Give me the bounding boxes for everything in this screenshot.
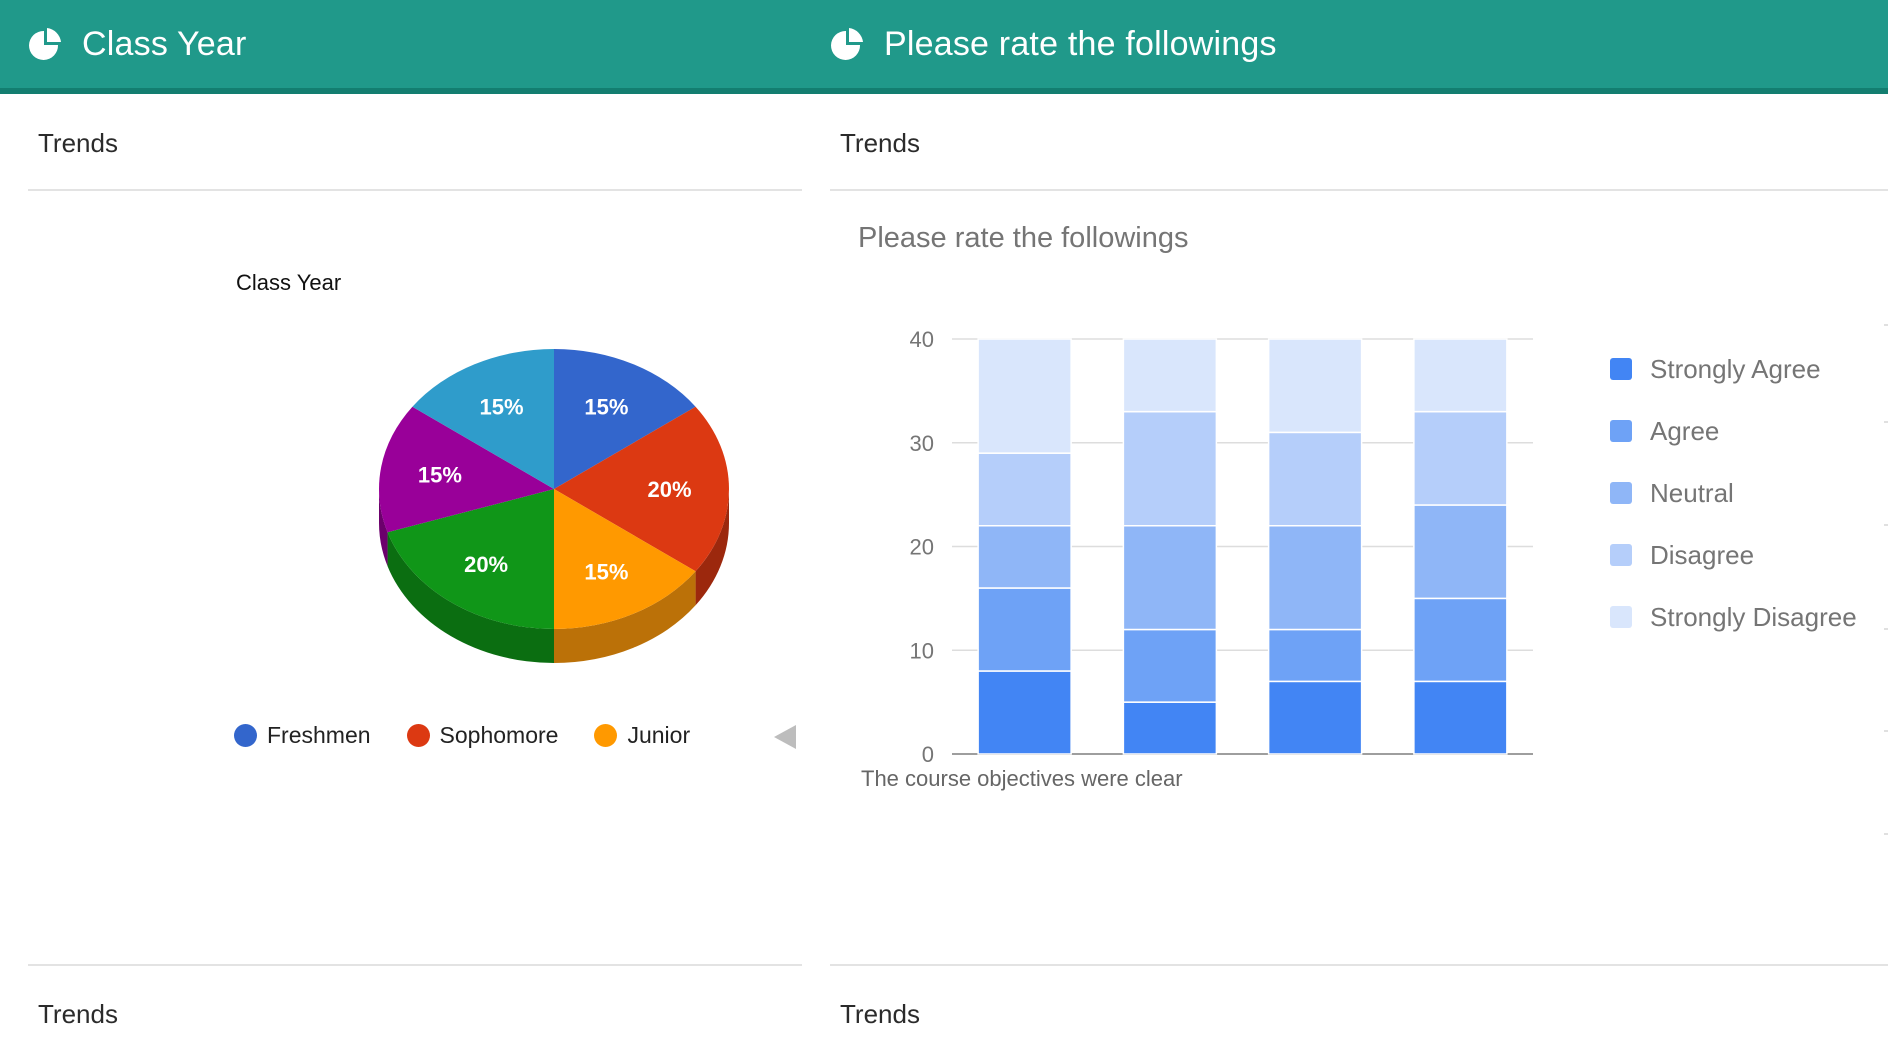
bar-segment[interactable]	[1122, 628, 1218, 703]
legend-label: Junior	[627, 722, 691, 748]
y-tick-label: 30	[910, 431, 934, 456]
bar-segment[interactable]	[1267, 431, 1363, 527]
legend-swatch	[1610, 358, 1632, 380]
legend-swatch	[234, 724, 257, 747]
pie-slice-label: 15%	[480, 395, 524, 420]
legend-item[interactable]: Disagree	[1610, 524, 1857, 586]
pie-slice[interactable]	[554, 349, 696, 489]
bar-legend: Strongly Agree Agree Neutral Disagree Strong…	[1610, 338, 1857, 648]
pie-chart-icon	[831, 28, 863, 60]
pie-slice-label: 20%	[464, 552, 508, 577]
bar-segment[interactable]	[1267, 525, 1363, 631]
trends-tab-bottom[interactable]: Trends	[840, 999, 920, 1029]
bar-segment[interactable]	[1413, 597, 1508, 683]
legend-swatch	[1610, 420, 1632, 442]
divider	[830, 189, 1888, 191]
pie-slice[interactable]	[379, 406, 554, 533]
rating-stacked-bar-chart: 0 10 20 30 40	[910, 327, 1533, 767]
pie-slice[interactable]	[387, 489, 554, 629]
class-year-header: Class Year	[0, 0, 802, 94]
bar-segment[interactable]	[977, 452, 1072, 527]
pie-slice[interactable]	[554, 406, 730, 572]
pie-slice-side	[387, 532, 554, 663]
rating-panel: Please rate the followings Trends Please…	[802, 0, 1888, 1062]
edge-line	[1884, 628, 1888, 630]
pie-slice-side	[554, 571, 696, 663]
divider	[28, 964, 802, 966]
pie-chart-icon	[29, 28, 61, 60]
bar-segment[interactable]	[1267, 628, 1363, 683]
legend-label: Freshmen	[267, 722, 371, 748]
bar-segment[interactable]	[1122, 701, 1218, 755]
pie-slice[interactable]	[412, 349, 554, 489]
trends-tab-top[interactable]: Trends	[38, 128, 118, 158]
class-year-panel: Class Year Trends Class Year 15% 20% 15% 20…	[0, 0, 802, 1062]
legend-item[interactable]: Agree	[1610, 400, 1857, 462]
edge-line	[1884, 524, 1888, 526]
trends-tab-bottom[interactable]: Trends	[38, 999, 118, 1029]
bar-segment[interactable]	[1267, 338, 1363, 434]
x-axis-label: The course objectives were clear	[861, 766, 1183, 791]
bar-segment[interactable]	[977, 670, 1072, 755]
legend-label: Neutral	[1650, 477, 1734, 508]
bar-segment[interactable]	[1413, 410, 1508, 506]
edge-line	[1884, 421, 1888, 423]
trends-tab-top[interactable]: Trends	[840, 128, 920, 158]
pie-slice-label: 15%	[418, 463, 462, 488]
bar-segment[interactable]	[977, 338, 1072, 454]
legend-swatch	[594, 724, 618, 747]
triangle-left-icon[interactable]	[774, 725, 796, 749]
bar-segment[interactable]	[1122, 410, 1218, 527]
class-year-pie-chart: 15% 20% 15% 20% 15% 15%	[379, 349, 730, 663]
legend-item[interactable]: Freshmen	[234, 722, 371, 749]
pie-chart-title: Class Year	[236, 270, 342, 295]
bar-segment[interactable]	[1122, 525, 1218, 631]
legend-swatch	[406, 724, 430, 747]
pie-slice-label: 15%	[584, 559, 628, 584]
pie-legend: Freshmen Sophomore Junior	[234, 722, 726, 749]
edge-line	[1884, 833, 1888, 835]
bar-segment[interactable]	[977, 525, 1072, 589]
divider	[28, 189, 802, 191]
bar-segment[interactable]	[1122, 338, 1218, 413]
bar-segment[interactable]	[1413, 680, 1508, 755]
bar-chart-title: Please rate the followings	[858, 222, 1189, 254]
pie-slice-side	[379, 489, 388, 567]
legend-swatch	[1610, 606, 1632, 628]
legend-item[interactable]: Junior	[594, 722, 690, 749]
legend-item[interactable]: Neutral	[1610, 462, 1857, 524]
bar-segment[interactable]	[1267, 680, 1363, 755]
y-tick-label: 0	[922, 742, 934, 767]
legend-label: Strongly Agree	[1650, 353, 1821, 384]
bar-segment[interactable]	[977, 587, 1072, 672]
legend-swatch	[1610, 544, 1632, 566]
y-tick-label: 10	[910, 638, 934, 663]
pie-slice-label: 15%	[584, 395, 628, 420]
pie-slice-side	[695, 489, 729, 606]
legend-label: Strongly Disagree	[1650, 601, 1857, 632]
panel-title: Please rate the followings	[884, 24, 1277, 63]
y-tick-label: 20	[910, 535, 934, 560]
legend-item[interactable]: Strongly Agree	[1610, 338, 1857, 400]
legend-item[interactable]: Sophomore	[406, 722, 559, 749]
divider	[830, 964, 1888, 966]
bar-segment[interactable]	[1413, 338, 1508, 413]
legend-swatch	[1610, 482, 1632, 504]
legend-item[interactable]: Strongly Disagree	[1610, 586, 1857, 648]
pie-slice[interactable]	[554, 489, 696, 629]
pie-slice-label: 20%	[647, 477, 691, 502]
bar-segment[interactable]	[1413, 504, 1508, 600]
legend-label: Sophomore	[439, 722, 559, 748]
edge-line	[1884, 324, 1888, 326]
rating-header: Please rate the followings	[802, 0, 1888, 94]
panel-title: Class Year	[82, 24, 247, 63]
legend-label: Agree	[1650, 415, 1720, 446]
legend-label: Disagree	[1650, 539, 1755, 570]
y-tick-label: 40	[910, 327, 934, 352]
edge-line	[1884, 730, 1888, 732]
